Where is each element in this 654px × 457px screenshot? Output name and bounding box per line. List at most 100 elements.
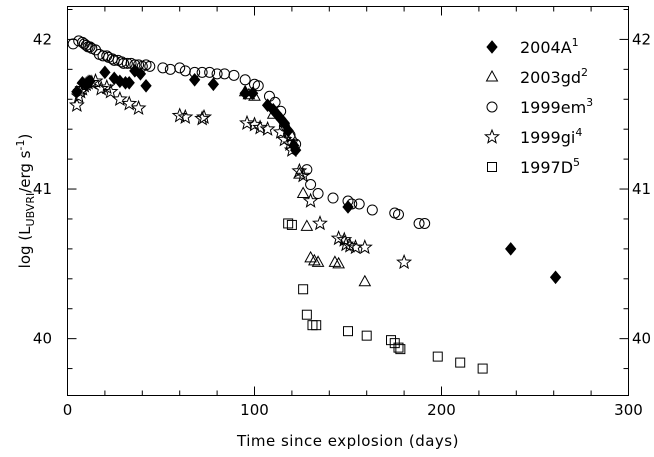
point-1997D	[307, 320, 318, 331]
point-1999gi	[252, 119, 269, 135]
point-1999gi	[283, 141, 300, 157]
x-tick-label: 200	[427, 401, 456, 419]
point-1999em	[84, 41, 96, 53]
point-1999em	[118, 57, 130, 69]
point-1999em	[305, 179, 317, 191]
point-1999gi	[111, 90, 128, 107]
point-1999em	[179, 65, 191, 77]
point-2004A	[99, 65, 111, 80]
x-tick-labels: 0 100 200 300	[63, 401, 643, 419]
x-tick-label: 100	[240, 401, 269, 419]
point-1999em	[312, 188, 324, 200]
point-1997D	[343, 326, 353, 337]
y-axis-label: log (LUBVRI/erg s-1)	[14, 134, 37, 269]
point-1999em	[174, 62, 186, 74]
point-2004A	[549, 270, 562, 285]
legend: 2004A1 2003gd2 1999em3 1999gi4 1997D5	[483, 36, 593, 177]
point-1999gi	[302, 192, 319, 208]
point-1997D	[301, 309, 312, 320]
y-axis-label-close: )	[16, 134, 34, 140]
series-2004A	[71, 64, 562, 285]
point-1997D	[393, 342, 404, 353]
x-axis-label: Time since explosion (days)	[236, 432, 459, 450]
legend-marker-1999em	[486, 101, 498, 113]
point-2003gd	[296, 186, 310, 199]
point-1999gi	[68, 96, 85, 113]
point-1999em	[413, 217, 425, 229]
point-1999gi	[93, 80, 110, 96]
point-1999em	[252, 80, 264, 92]
legend-marker-1997D	[487, 162, 497, 172]
point-1999em	[392, 208, 404, 220]
y-tick-label-left: 40	[33, 330, 52, 348]
point-1999gi	[130, 99, 147, 116]
point-1999gi	[171, 107, 188, 123]
point-1997D	[395, 344, 406, 355]
point-2004A	[207, 77, 220, 92]
point-2003gd	[242, 87, 256, 100]
point-1999em	[228, 69, 240, 81]
point-1999em	[196, 66, 208, 78]
point-1999gi	[239, 114, 256, 131]
point-1999em	[353, 198, 365, 210]
y-axis-label-main: log (L	[16, 226, 34, 268]
point-1999gi	[196, 108, 213, 125]
point-1999gi	[396, 253, 413, 270]
plot-frame	[67, 6, 629, 396]
point-2004A	[505, 242, 517, 256]
point-1997D	[477, 363, 488, 374]
point-1999gi	[356, 238, 373, 255]
point-1997D	[455, 357, 466, 368]
point-2003gd	[300, 219, 314, 231]
point-1999em	[301, 164, 313, 176]
point-1999em	[219, 68, 231, 80]
point-1999gi	[330, 229, 347, 246]
point-2003gd	[332, 256, 345, 269]
point-2003gd	[307, 253, 321, 266]
point-2003gd	[358, 274, 372, 287]
legend-label-1999gi: 1999gi4	[520, 126, 582, 147]
point-1999em	[269, 96, 281, 108]
y-tick-label-left: 42	[33, 30, 52, 48]
y-axis-label-sub: UBVRI	[24, 193, 37, 227]
legend-label-2004A: 2004A1	[520, 36, 579, 57]
point-1999gi	[177, 108, 194, 125]
point-1999gi	[311, 214, 328, 231]
point-1999em	[204, 66, 216, 78]
point-1999em	[327, 192, 339, 204]
y-axis-label-rest: /erg s	[16, 150, 34, 192]
point-1999em	[342, 195, 354, 207]
point-1999em	[419, 217, 431, 229]
point-2003gd	[328, 255, 342, 267]
point-1997D	[286, 219, 297, 230]
point-1999em	[144, 60, 156, 72]
legend-label-1997D: 1997D5	[520, 156, 580, 177]
point-1997D	[298, 284, 309, 295]
point-1997D	[361, 330, 372, 341]
point-1999em	[157, 62, 169, 74]
point-1999em	[129, 59, 141, 71]
point-1999gi	[272, 123, 289, 139]
point-1999gi	[102, 83, 119, 99]
x-tick-label: 300	[614, 401, 643, 419]
point-1997D	[432, 351, 443, 362]
axis-ticks	[67, 6, 629, 396]
point-1999gi	[121, 95, 138, 111]
point-1999em	[275, 105, 287, 117]
point-1999gi	[341, 237, 358, 253]
legend-label-1999em: 1999em3	[520, 96, 593, 117]
legend-marker-1999gi	[483, 128, 501, 144]
point-2003gd	[311, 255, 325, 267]
point-2003gd	[248, 89, 261, 101]
legend-marker-2003gd	[485, 69, 499, 82]
series-1997D	[283, 218, 488, 374]
y-axis-label-sup: -1	[14, 140, 27, 151]
series-1999em	[67, 35, 431, 229]
point-1999gi	[295, 167, 312, 183]
y-tick-label-right: 42	[632, 30, 651, 48]
y-tick-label-right: 40	[632, 330, 651, 348]
point-1999gi	[259, 120, 276, 136]
x-tick-label: 0	[63, 401, 73, 419]
point-1999gi	[87, 72, 104, 89]
